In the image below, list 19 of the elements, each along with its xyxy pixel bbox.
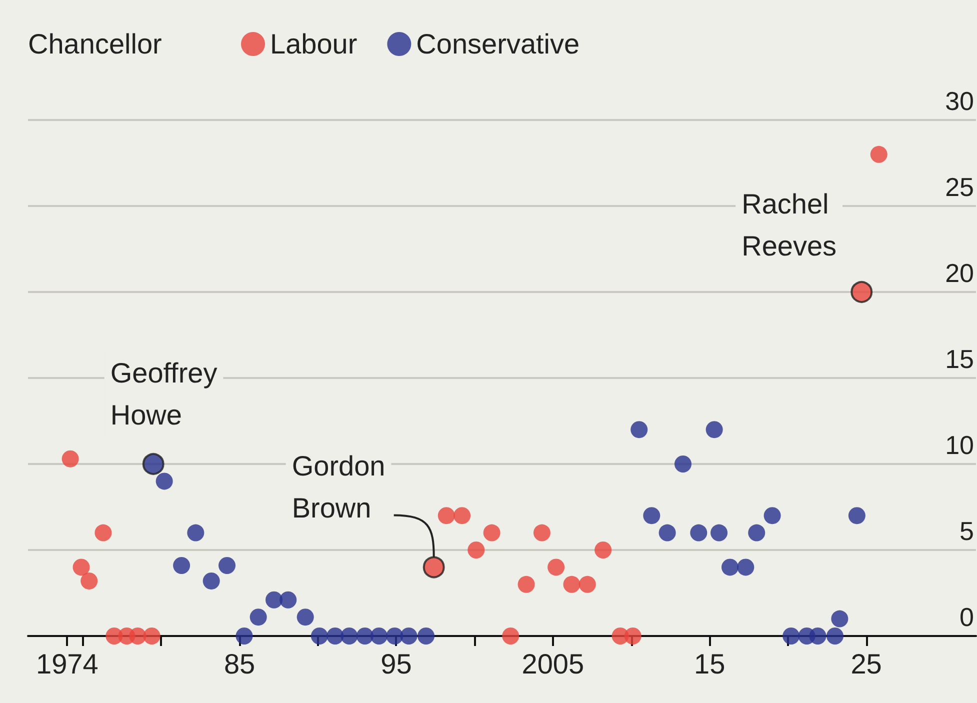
annotation: Geoffrey Howe bbox=[110, 358, 218, 430]
y-tick-label: 10 bbox=[945, 430, 974, 460]
x-tick-label: 1974 bbox=[36, 648, 98, 680]
y-tick-label: 30 bbox=[945, 86, 974, 116]
x-tick-label: 15 bbox=[694, 648, 726, 680]
x-tick-label: 25 bbox=[850, 648, 882, 680]
x-tick-label: 85 bbox=[224, 648, 256, 680]
legend-label: Labour bbox=[270, 28, 358, 60]
y-tick-label: 20 bbox=[945, 258, 974, 288]
y-tick-label: 15 bbox=[945, 344, 974, 374]
x-tick-label: 2005 bbox=[522, 648, 584, 680]
y-tick-label: 25 bbox=[945, 172, 974, 202]
y-tick-label: 5 bbox=[960, 516, 974, 546]
annotation: Rachel Reeves bbox=[742, 188, 837, 262]
annotation: Gordon Brown bbox=[292, 450, 386, 524]
legend-title: Chancellor bbox=[28, 28, 162, 60]
legend-label: Conservative bbox=[416, 28, 580, 60]
y-tick-label: 0 bbox=[960, 602, 974, 632]
x-tick-label: 95 bbox=[380, 648, 412, 680]
